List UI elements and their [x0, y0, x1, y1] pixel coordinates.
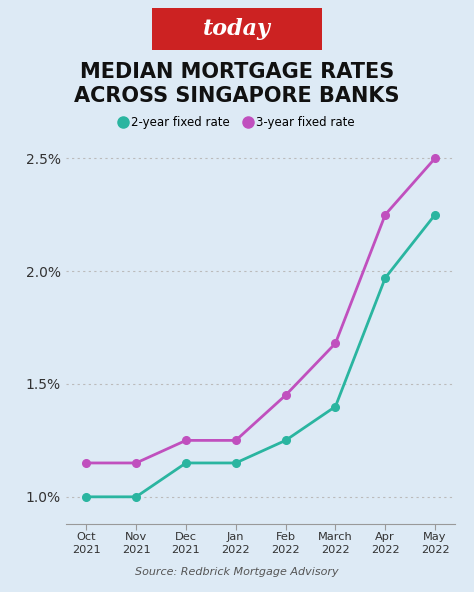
Text: today: today	[203, 18, 271, 40]
Text: Source: Redbrick Mortgage Advisory: Source: Redbrick Mortgage Advisory	[135, 567, 339, 577]
Text: ACROSS SINGAPORE BANKS: ACROSS SINGAPORE BANKS	[74, 86, 400, 106]
Text: MEDIAN MORTGAGE RATES: MEDIAN MORTGAGE RATES	[80, 62, 394, 82]
Legend: 2-year fixed rate, 3-year fixed rate: 2-year fixed rate, 3-year fixed rate	[115, 111, 359, 134]
